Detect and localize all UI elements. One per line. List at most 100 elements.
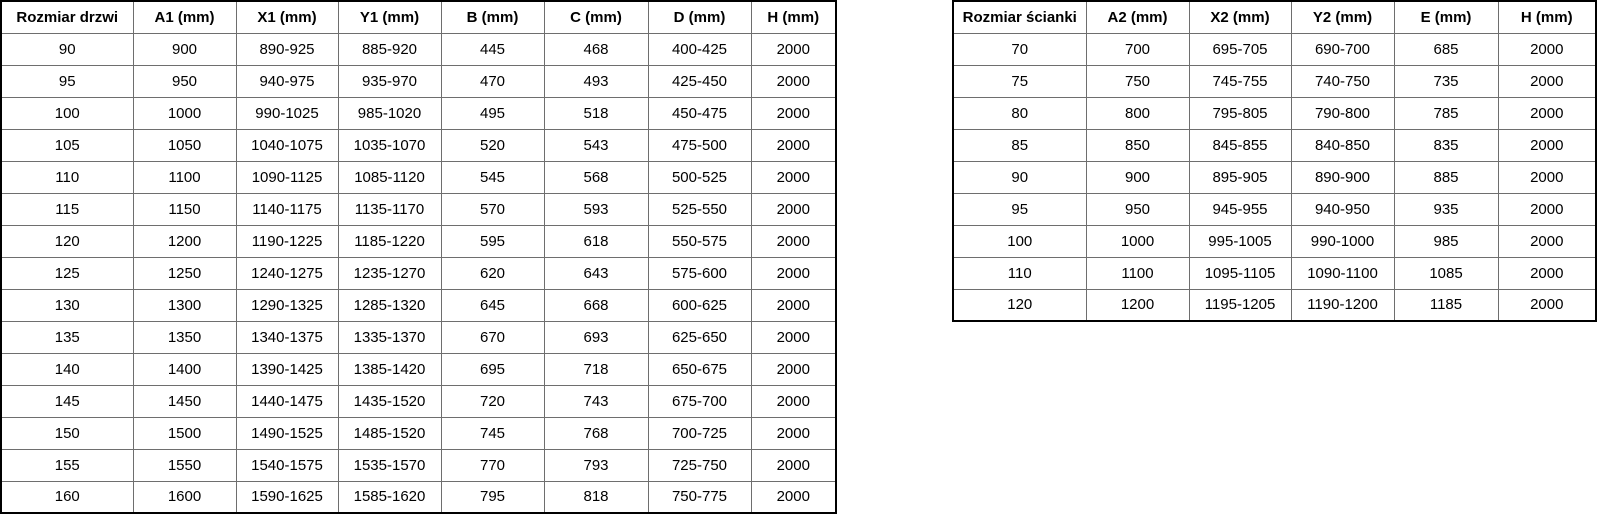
table-cell: 1590-1625 xyxy=(235,480,339,514)
table-cell: 618 xyxy=(543,224,649,258)
table-cell: 2000 xyxy=(750,96,837,130)
table-cell: 80 xyxy=(952,96,1087,130)
table-cell: 2000 xyxy=(750,320,837,354)
table-cell: 1385-1420 xyxy=(337,352,442,386)
table-cell: 1300 xyxy=(132,288,237,322)
column-header: A2 (mm) xyxy=(1085,0,1190,34)
table-cell: 2000 xyxy=(750,352,837,386)
table-row: 155 1550 1540-1575 1535-1570 770 793 725-750 20… xyxy=(0,448,837,482)
table-cell: 1090-1100 xyxy=(1290,256,1395,290)
table-cell: 1000 xyxy=(132,96,237,130)
table-cell: 1190-1225 xyxy=(235,224,339,258)
table-cell: 140 xyxy=(0,352,134,386)
table-cell: 1035-1070 xyxy=(337,128,442,162)
table-cell: 620 xyxy=(440,256,545,290)
table-row: 145 1450 1440-1475 1435-1520 720 743 675-700 20… xyxy=(0,384,837,418)
table-cell: 1085-1120 xyxy=(337,160,442,194)
table-cell: 115 xyxy=(0,192,134,226)
table-cell: 700 xyxy=(1085,32,1190,66)
table-cell: 700-725 xyxy=(647,416,752,450)
table-cell: 1090-1125 xyxy=(235,160,339,194)
table-cell: 468 xyxy=(543,32,649,66)
table-cell: 740-750 xyxy=(1290,64,1395,98)
table-cell: 550-575 xyxy=(647,224,752,258)
header-row: Rozmiar ścianki A2 (mm) X2 (mm) Y2 (mm) E (m… xyxy=(952,0,1597,34)
column-header: X1 (mm) xyxy=(235,0,339,34)
table-cell: 1140-1175 xyxy=(235,192,339,226)
table-row: 120 1200 1195-1205 1190-1200 1185 2000 xyxy=(952,288,1597,322)
table-cell: 743 xyxy=(543,384,649,418)
table-cell: 95 xyxy=(0,64,134,98)
table-cell: 935 xyxy=(1393,192,1499,226)
column-header: A1 (mm) xyxy=(132,0,237,34)
table-row: 110 1100 1090-1125 1085-1120 545 568 500-525 20… xyxy=(0,160,837,194)
table-cell: 768 xyxy=(543,416,649,450)
table-row: 105 1050 1040-1075 1035-1070 520 543 475-500 20… xyxy=(0,128,837,162)
table-cell: 745-755 xyxy=(1188,64,1292,98)
table-cell: 135 xyxy=(0,320,134,354)
table-cell: 593 xyxy=(543,192,649,226)
table-cell: 2000 xyxy=(750,480,837,514)
table-cell: 595 xyxy=(440,224,545,258)
table-cell: 695-705 xyxy=(1188,32,1292,66)
table-cell: 1335-1370 xyxy=(337,320,442,354)
table-cell: 145 xyxy=(0,384,134,418)
table-row: 100 1000 990-1025 985-1020 495 518 450-475 2000 xyxy=(0,96,837,130)
door-size-table: Rozmiar drzwi A1 (mm) X1 (mm) Y1 (mm) B (mm)… xyxy=(0,0,837,514)
table-cell: 500-525 xyxy=(647,160,752,194)
table-cell: 995-1005 xyxy=(1188,224,1292,258)
table-cell: 990-1000 xyxy=(1290,224,1395,258)
table-cell: 90 xyxy=(952,160,1087,194)
table-cell: 1350 xyxy=(132,320,237,354)
table-cell: 900 xyxy=(1085,160,1190,194)
table-row: 150 1500 1490-1525 1485-1520 745 768 700-725 20… xyxy=(0,416,837,450)
table-cell: 1150 xyxy=(132,192,237,226)
table-cell: 1290-1325 xyxy=(235,288,339,322)
table-cell: 1400 xyxy=(132,352,237,386)
wall-size-table-body: 70 700 695-705 690-700 685 2000 75 750 745-755 74… xyxy=(952,32,1597,322)
table-cell: 2000 xyxy=(1497,224,1597,258)
table-cell: 1500 xyxy=(132,416,237,450)
table-cell: 693 xyxy=(543,320,649,354)
table-cell: 2000 xyxy=(1497,160,1597,194)
table-cell: 793 xyxy=(543,448,649,482)
table-row: 160 1600 1590-1625 1585-1620 795 818 750-775 20… xyxy=(0,480,837,514)
table-cell: 790-800 xyxy=(1290,96,1395,130)
table-cell: 95 xyxy=(952,192,1087,226)
column-header: Y2 (mm) xyxy=(1290,0,1395,34)
table-row: 90 900 895-905 890-900 885 2000 xyxy=(952,160,1597,194)
table-cell: 800 xyxy=(1085,96,1190,130)
table-cell: 495 xyxy=(440,96,545,130)
table-cell: 120 xyxy=(952,288,1087,322)
table-cell: 900 xyxy=(132,32,237,66)
table-cell: 685 xyxy=(1393,32,1499,66)
wall-size-table-header: Rozmiar ścianki A2 (mm) X2 (mm) Y2 (mm) E (m… xyxy=(952,0,1597,34)
table-cell: 1340-1375 xyxy=(235,320,339,354)
table-cell: 1490-1525 xyxy=(235,416,339,450)
table-cell: 840-850 xyxy=(1290,128,1395,162)
table-cell: 400-425 xyxy=(647,32,752,66)
table-cell: 695 xyxy=(440,352,545,386)
table-row: 95 950 940-975 935-970 470 493 425-450 2000 xyxy=(0,64,837,98)
table-cell: 2000 xyxy=(1497,256,1597,290)
table-cell: 850 xyxy=(1085,128,1190,162)
table-cell: 895-905 xyxy=(1188,160,1292,194)
table-cell: 1095-1105 xyxy=(1188,256,1292,290)
wall-size-table: Rozmiar ścianki A2 (mm) X2 (mm) Y2 (mm) E (m… xyxy=(952,0,1597,322)
table-cell: 725-750 xyxy=(647,448,752,482)
table-cell: 475-500 xyxy=(647,128,752,162)
table-row: 90 900 890-925 885-920 445 468 400-425 2000 xyxy=(0,32,837,66)
table-cell: 130 xyxy=(0,288,134,322)
table-cell: 2000 xyxy=(1497,64,1597,98)
table-cell: 670 xyxy=(440,320,545,354)
table-row: 95 950 945-955 940-950 935 2000 xyxy=(952,192,1597,226)
table-cell: 493 xyxy=(543,64,649,98)
table-cell: 1550 xyxy=(132,448,237,482)
table-cell: 75 xyxy=(952,64,1087,98)
table-cell: 690-700 xyxy=(1290,32,1395,66)
table-row: 140 1400 1390-1425 1385-1420 695 718 650-675 20… xyxy=(0,352,837,386)
table-cell: 818 xyxy=(543,480,649,514)
table-cell: 90 xyxy=(0,32,134,66)
table-cell: 1600 xyxy=(132,480,237,514)
